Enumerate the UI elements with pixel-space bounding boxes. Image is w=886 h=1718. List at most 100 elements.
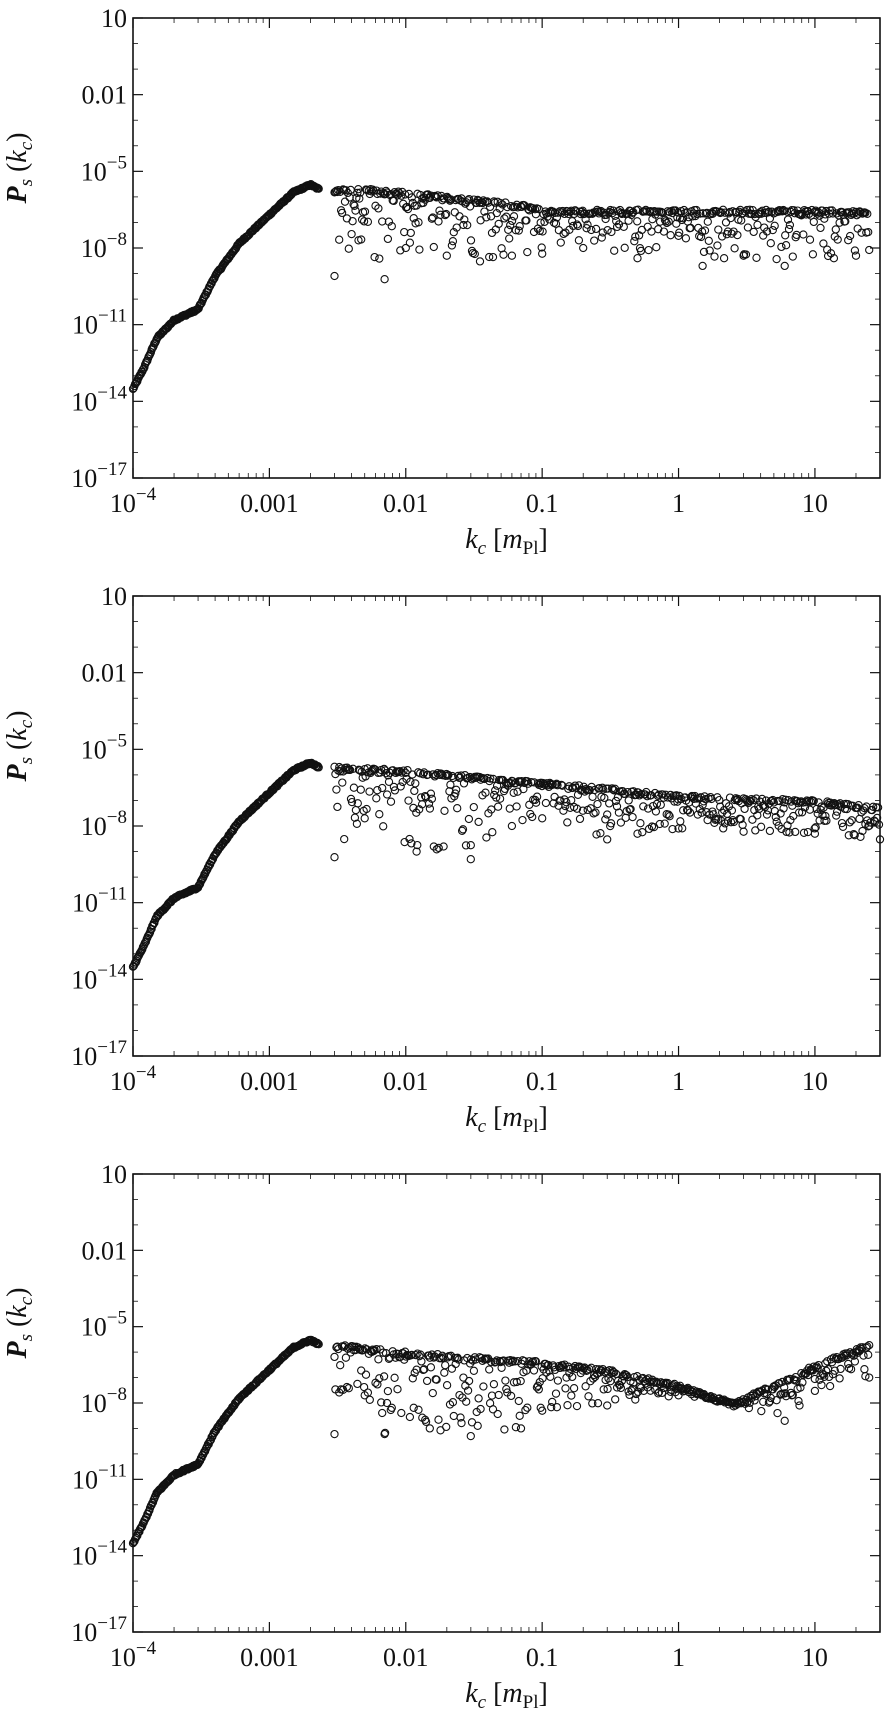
data-point (506, 220, 515, 230)
data-point (476, 1404, 485, 1414)
data-point (516, 1376, 525, 1386)
data-point (603, 1401, 612, 1410)
data-point (870, 816, 879, 825)
data-point (845, 231, 855, 241)
data-point (386, 797, 396, 806)
data-point (711, 815, 720, 824)
data-point (393, 1385, 402, 1394)
data-point (567, 1391, 576, 1400)
data-point (442, 251, 451, 260)
data-point (349, 783, 359, 792)
data-point (514, 1396, 523, 1406)
data-point (680, 1386, 690, 1395)
data-point (409, 1403, 418, 1412)
data-point (552, 779, 561, 788)
data-point (340, 197, 350, 206)
y-axis-label: Ps (kc) (2, 710, 37, 782)
data-point (465, 202, 475, 211)
data-point (454, 1355, 463, 1364)
data-point (396, 246, 405, 255)
data-point (721, 799, 731, 808)
data-point (822, 816, 831, 825)
x-tick-label: 0.01 (383, 1067, 429, 1096)
data-point (332, 785, 341, 794)
data-point (720, 819, 730, 828)
data-point (664, 217, 673, 226)
data-point (605, 799, 614, 808)
data-point (529, 1366, 539, 1375)
data-point (390, 1373, 399, 1382)
data-point (569, 221, 578, 231)
data-point (799, 828, 809, 837)
data-point (466, 236, 476, 245)
data-point (360, 207, 370, 216)
data-point (532, 792, 542, 801)
data-point (858, 826, 867, 836)
data-point (378, 217, 387, 226)
data-point (507, 1357, 517, 1366)
data-point (705, 246, 714, 255)
data-point (830, 232, 839, 241)
data-point (492, 781, 502, 790)
data-point (796, 797, 806, 806)
data-point (507, 216, 517, 226)
data-point (396, 782, 405, 791)
data-point (408, 770, 417, 779)
data-point (348, 217, 357, 226)
data-point (836, 1364, 845, 1374)
data-point (379, 822, 388, 831)
data-point (853, 224, 862, 233)
data-point (479, 1382, 488, 1391)
x-tick-label: 10−4 (110, 484, 157, 518)
data-point (562, 1373, 571, 1382)
data-point (817, 1380, 826, 1390)
data-point (727, 229, 736, 238)
data-point (509, 212, 519, 221)
data-point (654, 1389, 663, 1398)
data-point (575, 814, 585, 824)
data-point (574, 781, 584, 790)
data-point (773, 1408, 782, 1418)
data-point (406, 228, 415, 238)
data-point (860, 1365, 869, 1374)
data-point (835, 1374, 844, 1383)
data-point (314, 184, 323, 193)
data-point (353, 188, 362, 198)
data-point (639, 802, 648, 811)
data-point (505, 804, 514, 813)
data-point (485, 1365, 494, 1374)
x-axis-label: kc [mPl] (465, 1678, 548, 1713)
data-point (814, 798, 823, 807)
data-point (208, 276, 217, 286)
y-tick-label: 10 (101, 1160, 127, 1189)
data-point (365, 787, 374, 796)
data-point (601, 815, 610, 824)
data-point (613, 1376, 623, 1386)
data-point (475, 257, 485, 266)
data-point (691, 211, 700, 221)
data-point (857, 228, 866, 237)
data-point (434, 843, 443, 853)
data-point (459, 220, 468, 230)
data-point (590, 236, 599, 245)
data-points (128, 758, 885, 971)
data-point (794, 1396, 803, 1406)
data-point (838, 822, 848, 831)
data-point (439, 1353, 448, 1362)
data-point (411, 779, 420, 788)
data-point (620, 1369, 629, 1379)
data-point (462, 1397, 471, 1406)
data-point (816, 223, 825, 233)
data-point (360, 1391, 369, 1400)
data-point (677, 215, 687, 225)
data-point (788, 1390, 797, 1400)
data-point (811, 823, 820, 832)
data-point (850, 1357, 860, 1366)
data-point (591, 224, 601, 234)
data-point (553, 781, 562, 790)
data-point (726, 818, 736, 827)
data-point (623, 787, 632, 797)
data-point (644, 824, 654, 834)
y-tick-label: 0.01 (82, 1236, 128, 1265)
data-point (610, 1368, 619, 1377)
